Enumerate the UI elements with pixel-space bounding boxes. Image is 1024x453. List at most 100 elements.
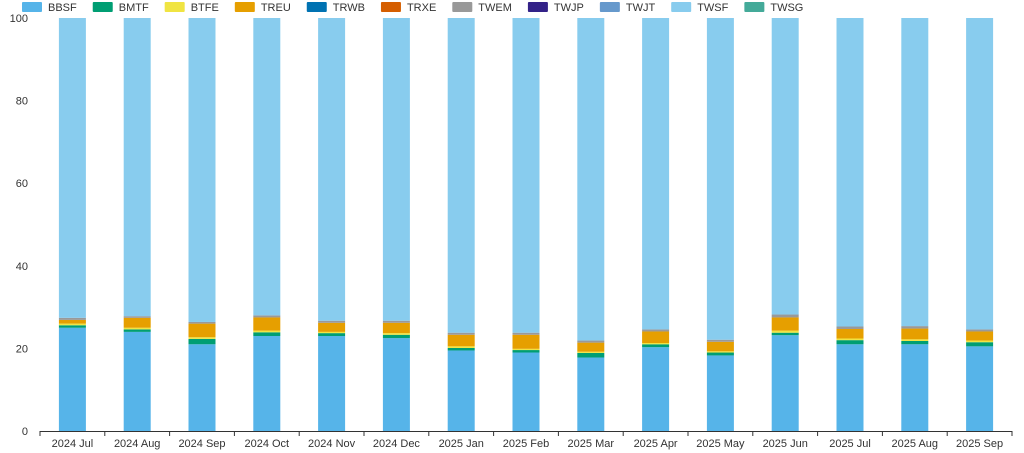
y-tick-label: 20	[16, 343, 28, 355]
bar-segment-treu	[318, 322, 346, 332]
bar-segment-twem	[512, 332, 540, 335]
bar-segment-bmtf	[901, 340, 929, 345]
bar-segment-btfe	[836, 338, 864, 341]
legend-label: TWEM	[478, 2, 512, 14]
legend-label: TREU	[261, 2, 291, 14]
bar-segment-twsf	[642, 18, 670, 330]
bar-segment-bmtf	[966, 342, 994, 347]
bar-segment-treu	[771, 317, 799, 331]
bar-segment-btfe	[188, 337, 216, 339]
bar-segment-treu	[382, 322, 410, 334]
legend-item-twem[interactable]: TWEM	[452, 2, 512, 14]
bar-segment-bmtf	[253, 332, 281, 337]
bar-segment-bbsf	[123, 331, 151, 431]
bar-segment-bbsf	[447, 350, 475, 431]
legend-swatch	[234, 2, 255, 12]
bar-segment-twsf	[253, 18, 281, 316]
bar-segment-btfe	[58, 323, 86, 326]
bar-segment-bbsf	[901, 344, 929, 431]
x-tick-label: 2025 Aug	[892, 438, 939, 450]
bar-segment-bbsf	[318, 336, 346, 431]
x-tick-label: 2024 Sep	[178, 438, 225, 450]
legend-swatch	[452, 2, 473, 12]
legend-item-bmtf[interactable]: BMTF	[92, 2, 149, 14]
legend-item-trwb[interactable]: TRWB	[306, 2, 365, 14]
legend-item-twjt[interactable]: TWJT	[599, 2, 656, 14]
legend-swatch	[306, 2, 327, 12]
bar-segment-twem	[382, 320, 410, 323]
bar-segment-twem	[642, 329, 670, 332]
bar-segment-bmtf	[188, 338, 216, 345]
bar-segment-treu	[58, 319, 86, 324]
legend-swatch	[527, 2, 548, 12]
y-tick-label: 100	[10, 13, 28, 25]
bar-segment-treu	[253, 317, 281, 331]
x-tick-label: 2024 Oct	[244, 438, 289, 450]
legend-item-twjp[interactable]: TWJP	[527, 2, 584, 14]
legend-item-trxe[interactable]: TRXE	[380, 2, 436, 14]
bar-segment-treu	[512, 334, 540, 349]
bar-segment-twsf	[447, 18, 475, 333]
legend-item-twsf[interactable]: TWSF	[671, 2, 729, 14]
bar-segment-twem	[901, 326, 929, 329]
bar-segment-bmtf	[706, 352, 734, 356]
legend-swatch	[22, 2, 42, 12]
bar-segment-btfe	[901, 339, 929, 341]
bar-segment-twsf	[318, 18, 346, 321]
legend-item-bbsf[interactable]: BBSF	[22, 2, 77, 14]
bar-segment-twem	[966, 329, 994, 332]
x-tick-label: 2025 Feb	[503, 438, 549, 450]
bar-segment-bbsf	[512, 352, 540, 431]
bar-segment-twem	[771, 314, 799, 318]
bar-segment-bbsf	[577, 357, 605, 431]
bar-segment-btfe	[512, 348, 540, 351]
x-tick-label: 2025 Jul	[829, 438, 871, 450]
legend-item-btfe[interactable]: BTFE	[164, 2, 219, 14]
bar-segment-bmtf	[836, 340, 864, 345]
y-tick-label: 60	[16, 178, 28, 190]
bar-segment-twsf	[123, 18, 151, 317]
bar-segment-twem	[447, 332, 475, 335]
bar-segment-bmtf	[58, 325, 86, 328]
legend-label: BBSF	[48, 2, 77, 14]
bar-segment-bbsf	[771, 335, 799, 431]
bar-segment-bmtf	[318, 333, 346, 337]
bar-segment-twsf	[771, 18, 799, 315]
x-tick-label: 2025 Mar	[568, 438, 615, 450]
bar-segment-treu	[123, 317, 151, 328]
y-tick-label: 0	[22, 426, 28, 438]
x-tick-label: 2025 May	[696, 438, 745, 450]
x-tick-label: 2025 Sep	[956, 438, 1003, 450]
legend-label: TRWB	[333, 2, 365, 14]
legend-item-twsg[interactable]: TWSG	[744, 2, 803, 14]
legend-swatch	[164, 2, 185, 12]
bar-segment-btfe	[123, 327, 151, 330]
bar-segment-treu	[706, 341, 734, 352]
bar-segment-bbsf	[642, 347, 670, 431]
bar-segment-btfe	[966, 340, 994, 343]
bar-segment-twsf	[188, 18, 216, 322]
bar-segment-bbsf	[188, 344, 216, 431]
legend-swatch	[599, 2, 620, 12]
bar-segment-bmtf	[577, 352, 605, 358]
bar-segment-bmtf	[771, 332, 799, 336]
bar-segment-treu	[836, 328, 864, 339]
bar-segment-btfe	[771, 330, 799, 333]
legend-label: TWSF	[697, 2, 728, 14]
bar-segment-treu	[447, 334, 475, 347]
x-tick-label: 2024 Dec	[373, 438, 421, 450]
bar-segment-twem	[58, 317, 86, 320]
bar-segment-twem	[577, 340, 605, 343]
bar-segment-twem	[706, 339, 734, 342]
bar-segment-twem	[188, 321, 216, 324]
bar-segment-bbsf	[382, 338, 410, 431]
legend-item-treu[interactable]: TREU	[234, 2, 291, 14]
bar-segment-bbsf	[836, 344, 864, 431]
x-tick-label: 2025 Apr	[634, 438, 678, 450]
bar-segment-twsf	[836, 18, 864, 327]
bar-segment-bmtf	[512, 350, 540, 353]
bar-segment-treu	[901, 328, 929, 340]
bar-segment-btfe	[447, 346, 475, 348]
bar-segment-twsf	[577, 18, 605, 341]
